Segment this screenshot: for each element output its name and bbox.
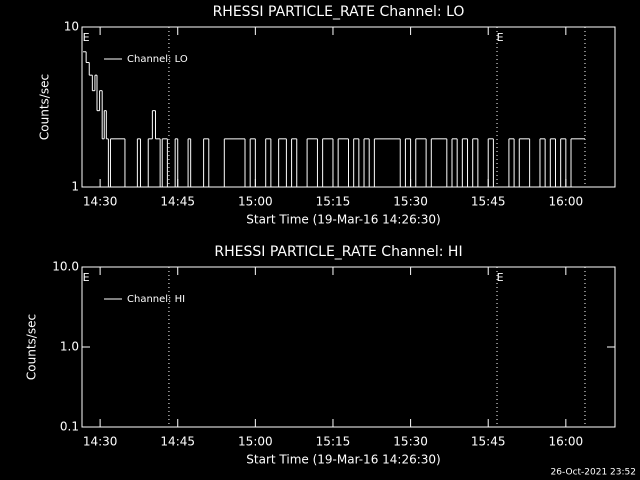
x-tick-label: 16:00 bbox=[549, 195, 584, 209]
y-axis-label: Counts/sec bbox=[25, 314, 39, 380]
x-tick-label: 15:15 bbox=[316, 435, 351, 449]
footer: 26-Oct-2021 23:52 bbox=[551, 468, 636, 478]
x-axis-label: Start Time (19-Mar-16 14:26:30) bbox=[246, 213, 440, 227]
x-tick-label: 15:15 bbox=[316, 195, 351, 209]
legend-label: Channel: LO bbox=[127, 54, 188, 65]
chart-title: RHESSI PARTICLE_RATE Channel: LO bbox=[213, 4, 465, 20]
annotation: E bbox=[83, 31, 90, 44]
y-tick-label: 10.0 bbox=[52, 260, 79, 274]
y-tick-label: 10 bbox=[64, 20, 79, 34]
y-tick-label: 1 bbox=[71, 180, 79, 194]
y-tick-label: 1.0 bbox=[60, 340, 79, 354]
x-tick-label: 15:30 bbox=[393, 435, 428, 449]
annotation: E bbox=[83, 271, 90, 284]
x-tick-label: 15:45 bbox=[471, 195, 506, 209]
annotation: E bbox=[497, 271, 504, 284]
chart-title: RHESSI PARTICLE_RATE Channel: HI bbox=[214, 244, 462, 260]
legend-label: Channel: HI bbox=[127, 294, 185, 305]
x-tick-label: 14:30 bbox=[83, 435, 118, 449]
x-tick-label: 15:30 bbox=[393, 195, 428, 209]
x-tick-label: 15:00 bbox=[238, 435, 273, 449]
y-tick-label: 0.1 bbox=[60, 420, 79, 434]
x-tick-label: 14:45 bbox=[160, 435, 195, 449]
x-tick-label: 14:45 bbox=[160, 195, 195, 209]
x-tick-label: 16:00 bbox=[549, 435, 584, 449]
x-tick-label: 14:30 bbox=[83, 195, 118, 209]
y-axis-label: Counts/sec bbox=[38, 74, 52, 140]
x-tick-label: 15:00 bbox=[238, 195, 273, 209]
x-axis-label: Start Time (19-Mar-16 14:26:30) bbox=[246, 453, 440, 467]
annotation: E bbox=[497, 31, 504, 44]
x-tick-label: 15:45 bbox=[471, 435, 506, 449]
plot-frame bbox=[81, 266, 616, 428]
